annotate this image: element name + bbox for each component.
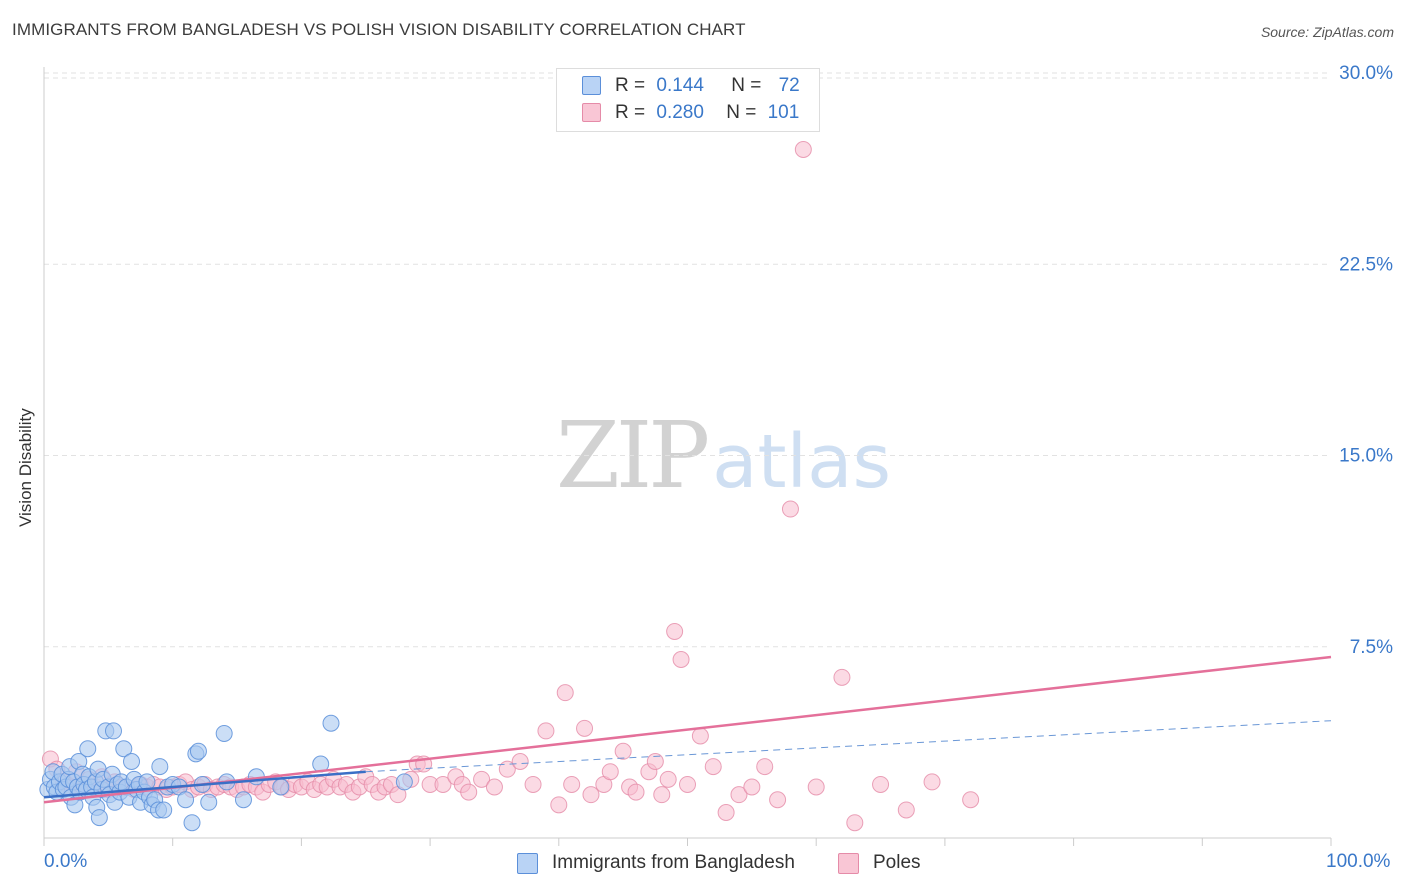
legend-n-value-poles: 101 [767,102,800,123]
legend-r-value-bangladesh: 0.144 [656,75,704,96]
poles-point [659,770,677,788]
poles-point [582,786,600,804]
bangladesh-point [234,791,252,809]
bangladesh-point [215,724,233,742]
legend-n-value-bangladesh: 72 [778,75,800,96]
poles-point [460,783,478,801]
y-tick-labels: 7.5% 15.0% 22.5% 30.0% [1339,63,1393,658]
bangladesh-point [200,793,218,811]
poles-point [511,753,529,770]
bangladesh-point [104,722,122,740]
legend-r-value-poles: 0.280 [656,102,704,123]
bangladesh-point [189,742,207,760]
y-tick-label: 15.0% [1339,446,1393,467]
y-axis-label: Vision Disability [16,408,35,527]
poles-point [563,775,581,793]
legend-r-label: R = [615,75,646,96]
chart-title: IMMIGRANTS FROM BANGLADESH VS POLISH VIS… [12,20,746,39]
poles-point [846,814,864,832]
poles-point [485,778,503,796]
legend-swatch-poles [582,103,601,122]
poles-point [743,778,761,796]
bangladesh-point [79,740,97,758]
y-tick-label: 30.0% [1339,63,1393,84]
poles-point [627,783,645,801]
poles-point [872,775,890,793]
bottom-legend-swatch-poles [838,853,859,874]
poles-point [781,500,799,518]
poles-point [537,722,555,740]
legend-swatch-bangladesh [582,76,601,95]
bangladesh-point [123,753,141,770]
poles-point [691,727,709,745]
bangladesh-point [90,809,108,827]
poles-point [576,719,594,737]
bangladesh-point [322,714,340,732]
poles-point [473,770,491,788]
source-label[interactable]: Source: ZipAtlas.com [1260,24,1394,40]
watermark: ZIPatlas [556,402,891,509]
bangladesh-trend-extension [365,720,1332,773]
poles-point [923,773,941,791]
poles-point [962,791,980,809]
poles-points [41,141,980,832]
bangladesh-point [183,814,201,832]
poles-point [704,758,722,776]
poles-point [434,775,452,793]
watermark-atlas: atlas [712,419,891,505]
poles-trend-line [43,655,1332,804]
bottom-legend-swatch-bangladesh [517,853,538,874]
poles-point [897,801,915,819]
y-tick-label: 7.5% [1350,637,1393,658]
bangladesh-point [115,740,133,758]
bangladesh-point [272,778,290,796]
y-tick-label: 22.5% [1339,254,1393,275]
trend-layer [43,655,1332,804]
x-tick-label-min: 0.0% [44,851,88,872]
bangladesh-point [177,791,195,809]
poles-point [833,668,851,686]
poles-point [614,742,632,760]
poles-point [794,141,812,158]
poles-point [756,758,774,776]
poles-point [769,791,787,809]
bangladesh-trend-line [43,770,366,799]
axis-layer [43,67,1332,846]
poles-point [672,651,690,668]
poles-point [556,684,574,702]
bangladesh-point [151,758,169,776]
poles-point [498,760,516,778]
poles-point [807,778,825,796]
legend-n-label: N = [731,75,762,96]
grid-layer [44,72,1331,648]
bangladesh-points [39,714,413,832]
poles-point [666,622,684,640]
poles-point [550,796,568,814]
poles-point [653,786,671,804]
poles-point [717,804,735,821]
poles-point [730,786,748,804]
bangladesh-point [395,773,413,791]
legend-r-label: R = [615,102,646,123]
x-tick-label-max: 100.0% [1326,851,1391,872]
bangladesh-point [155,801,173,819]
correlation-legend: R = 0.144 N = 72 R = 0.280 N = 101 [556,68,820,132]
bottom-legend-label-bangladesh: Immigrants from Bangladesh [552,852,795,873]
poles-point [524,775,542,793]
bottom-legend-label-poles: Poles [873,852,921,873]
poles-point [646,753,664,770]
poles-point [601,763,619,781]
legend-n-label: N = [726,102,757,123]
poles-point [679,775,696,793]
